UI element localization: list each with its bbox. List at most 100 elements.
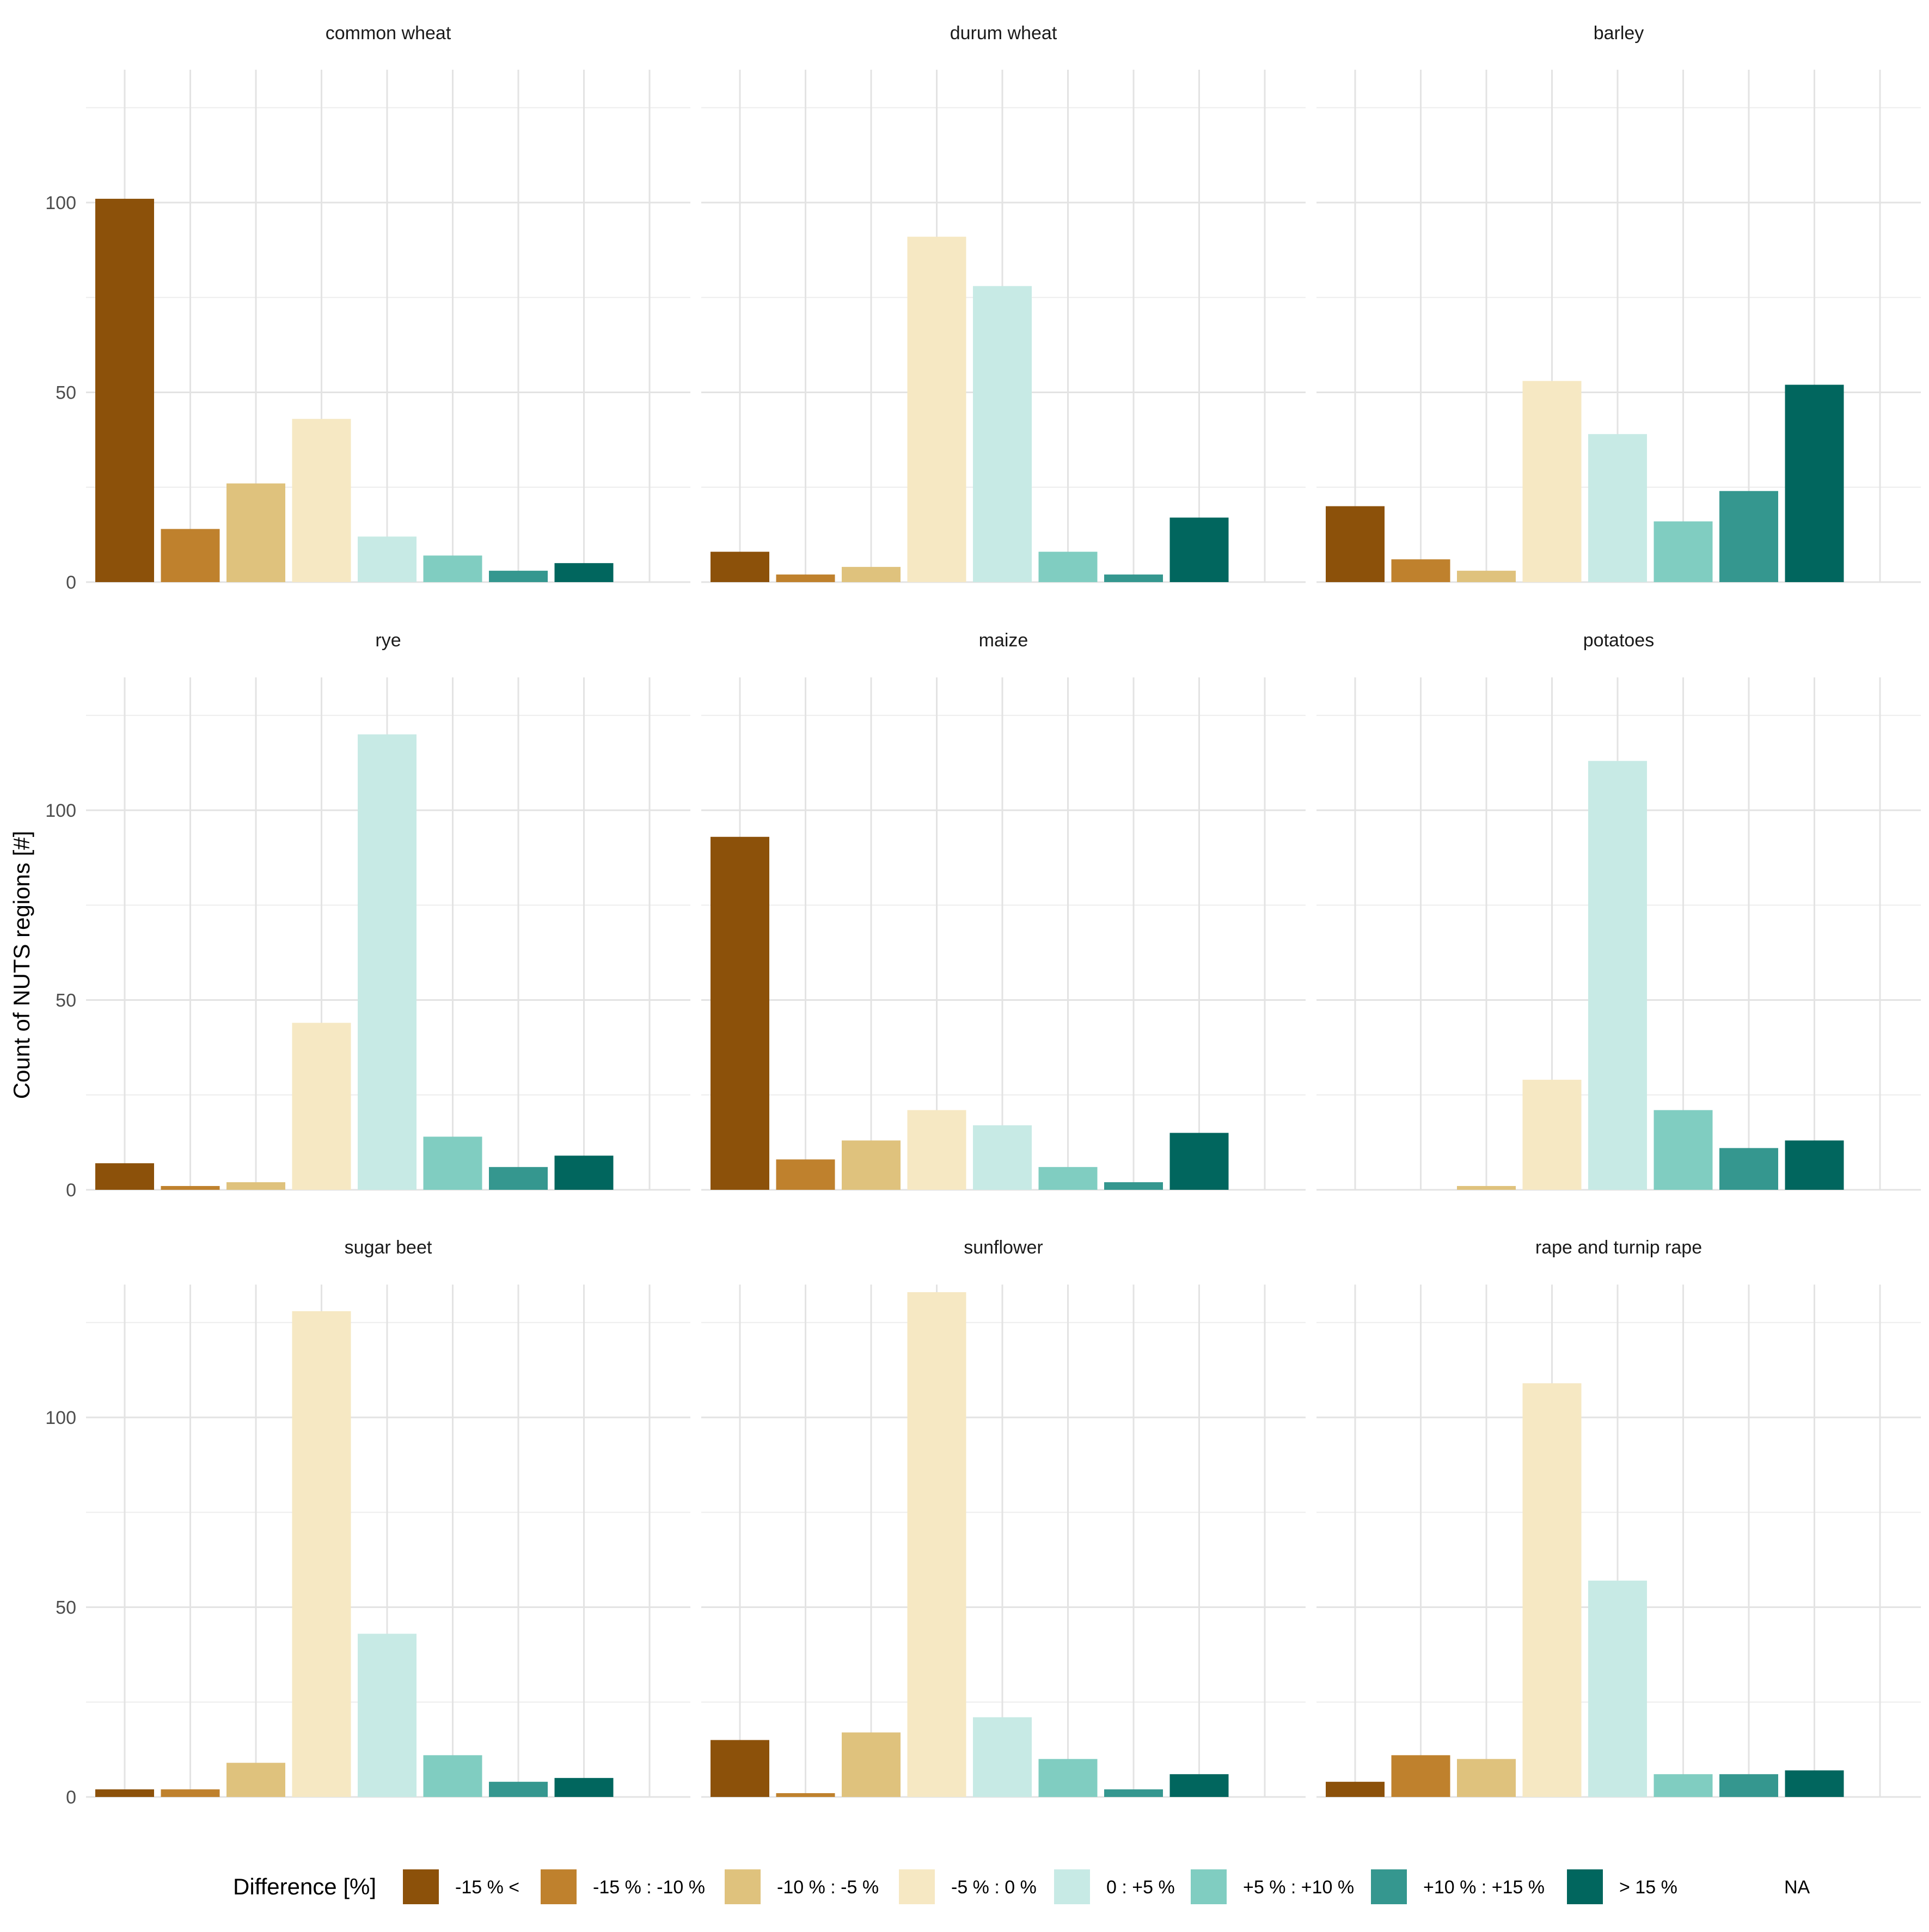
facet-title: common wheat — [326, 23, 451, 44]
bar — [1457, 1186, 1516, 1190]
y-tick-label: 100 — [45, 800, 76, 821]
legend-label: > 15 % — [1619, 1877, 1677, 1898]
bar — [161, 529, 220, 582]
bar — [1719, 1774, 1778, 1797]
bar — [1169, 1133, 1229, 1190]
bar — [161, 1789, 220, 1797]
bar — [1169, 517, 1229, 582]
facet-title: potatoes — [1583, 630, 1654, 651]
bar — [907, 1292, 966, 1797]
bar — [776, 1159, 835, 1190]
legend-label: +5 % : +10 % — [1243, 1877, 1354, 1898]
bar — [1654, 521, 1713, 582]
bar — [358, 1634, 417, 1797]
facet-title: rape and turnip rape — [1535, 1237, 1702, 1258]
bar — [1522, 1383, 1582, 1797]
bar — [1038, 552, 1098, 582]
bar — [95, 1789, 154, 1797]
legend-key — [1191, 1869, 1227, 1904]
bar — [489, 1782, 548, 1797]
y-tick-label: 0 — [66, 1180, 76, 1201]
facet-title: durum wheat — [950, 23, 1057, 44]
y-tick-label: 100 — [45, 1408, 76, 1428]
bar — [1522, 1079, 1582, 1190]
bar — [1326, 506, 1385, 582]
y-tick-label: 50 — [56, 383, 76, 403]
bar — [711, 836, 769, 1190]
panel: rye 0 50 100 — [45, 630, 690, 1201]
legend-key — [1371, 1869, 1407, 1904]
bar — [842, 1140, 901, 1190]
bar — [1391, 1755, 1450, 1797]
bar — [423, 555, 482, 582]
bar — [1654, 1774, 1713, 1797]
legend-label: 0 : +5 % — [1106, 1877, 1175, 1898]
facet-title: sunflower — [964, 1237, 1043, 1258]
panel: sunflower — [701, 1237, 1306, 1798]
bar — [1785, 1770, 1844, 1797]
bar — [776, 1793, 835, 1797]
legend-label: -10 % : -5 % — [777, 1877, 879, 1898]
facet-title: rye — [375, 630, 401, 651]
bar — [1522, 381, 1582, 582]
bar — [554, 1778, 614, 1797]
bar — [1588, 1580, 1647, 1797]
bar — [423, 1136, 482, 1190]
bar — [842, 1732, 901, 1797]
panel: barley — [1316, 23, 1921, 583]
bar — [226, 1763, 285, 1797]
bar — [973, 286, 1032, 582]
bar — [1785, 384, 1844, 582]
bar — [1391, 559, 1450, 582]
y-axis-label: Count of NUTS regions [#] — [9, 831, 34, 1099]
bar — [973, 1125, 1032, 1190]
bar — [1104, 1182, 1163, 1190]
y-tick-label: 50 — [56, 991, 76, 1011]
legend-label: -5 % : 0 % — [951, 1877, 1037, 1898]
legend-key — [725, 1869, 761, 1904]
legend-key — [1054, 1869, 1090, 1904]
bar — [1457, 571, 1516, 582]
bar — [1588, 761, 1647, 1190]
bar — [1326, 1782, 1385, 1797]
bar — [1719, 1148, 1778, 1190]
bar — [489, 1167, 548, 1190]
bar — [1588, 434, 1647, 582]
panel: common wheat 0 50 100 — [45, 23, 690, 593]
panel: potatoes — [1316, 630, 1921, 1191]
legend: Difference [%] -15 % < -15 % : -10 % -10 % … — [233, 1869, 1810, 1904]
y-tick-label: 100 — [45, 193, 76, 213]
legend-label: -15 % : -10 % — [593, 1877, 705, 1898]
bar — [226, 483, 285, 582]
legend-label: -15 % < — [455, 1877, 519, 1898]
legend-key — [541, 1869, 577, 1904]
legend-key — [1567, 1869, 1603, 1904]
bar — [489, 571, 548, 582]
bar — [1038, 1167, 1098, 1190]
legend-label: +10 % : +15 % — [1423, 1877, 1545, 1898]
bar — [907, 236, 966, 583]
bar — [1104, 574, 1163, 582]
legend-title: Difference [%] — [233, 1874, 376, 1899]
bar — [358, 734, 417, 1190]
bar — [842, 567, 901, 582]
bar — [358, 536, 417, 582]
panel: durum wheat — [701, 23, 1306, 583]
bar — [711, 1740, 769, 1797]
bar — [1038, 1759, 1098, 1797]
bar — [1654, 1110, 1713, 1190]
bar — [554, 1155, 614, 1190]
bar — [907, 1110, 966, 1190]
legend-key — [403, 1869, 439, 1904]
bar — [292, 1311, 351, 1797]
panel: rape and turnip rape — [1316, 1237, 1921, 1798]
bar — [95, 1163, 154, 1190]
bar — [776, 574, 835, 582]
bar — [1104, 1789, 1163, 1797]
facet-title: maize — [979, 630, 1028, 651]
y-tick-label: 0 — [66, 1787, 76, 1808]
facet-title: barley — [1594, 23, 1644, 44]
bar — [1457, 1759, 1516, 1797]
